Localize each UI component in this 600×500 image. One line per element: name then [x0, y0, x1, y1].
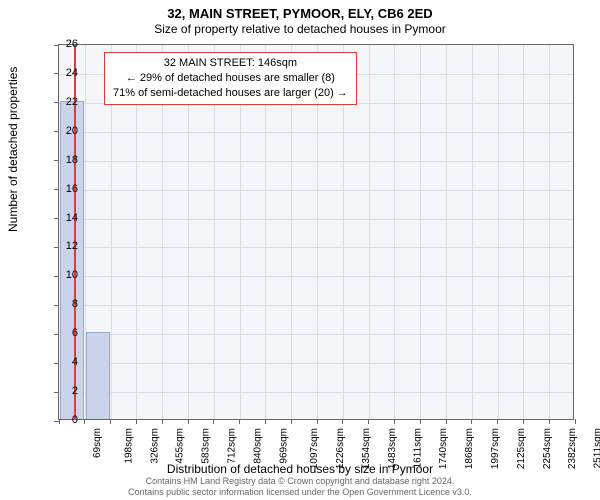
y-axis-label: Number of detached properties	[6, 67, 20, 232]
x-axis-label: Distribution of detached houses by size …	[0, 462, 600, 476]
gridline-v	[498, 45, 499, 419]
footnote-line-1: Contains HM Land Registry data © Crown c…	[0, 476, 600, 487]
footnote-line-2: Contains public sector information licen…	[0, 487, 600, 498]
xtick-label: 2254sqm	[542, 428, 553, 469]
xtick-label: 1868sqm	[464, 428, 475, 469]
gridline-v	[472, 45, 473, 419]
footnote-block: Contains HM Land Registry data © Crown c…	[0, 476, 600, 499]
xtick-label: 1997sqm	[490, 428, 501, 469]
gridline-v	[523, 45, 524, 419]
ytick-label: 8	[52, 298, 78, 310]
ytick-label: 16	[52, 183, 78, 195]
xtick-mark	[446, 419, 447, 424]
xtick-mark	[84, 419, 85, 424]
xtick-label: 2382sqm	[568, 428, 579, 469]
gridline-v	[420, 45, 421, 419]
annotation-line: 71% of semi-detached houses are larger (…	[113, 86, 348, 101]
annotation-line: 32 MAIN STREET: 146sqm	[113, 56, 348, 71]
xtick-label: 2511sqm	[593, 428, 600, 468]
xtick-mark	[188, 419, 189, 424]
chart-title: 32, MAIN STREET, PYMOOR, ELY, CB6 2ED	[0, 6, 600, 21]
annotation-line: ← 29% of detached houses are smaller (8)	[113, 71, 348, 86]
ytick-label: 6	[52, 327, 78, 339]
xtick-mark	[342, 419, 343, 424]
xtick-mark	[136, 419, 137, 424]
chart-wrap: 32 MAIN STREET: 146sqm← 29% of detached …	[58, 44, 574, 420]
xtick-mark	[523, 419, 524, 424]
xtick-mark	[317, 419, 318, 424]
xtick-mark	[213, 419, 214, 424]
xtick-label: 1354sqm	[361, 428, 372, 469]
plot-area: 32 MAIN STREET: 146sqm← 29% of detached …	[58, 44, 574, 420]
ytick-label: 2	[52, 385, 78, 397]
ytick-label: 18	[52, 154, 78, 166]
gridline-v	[549, 45, 550, 419]
xtick-label: 712sqm	[227, 428, 238, 464]
annotation-box: 32 MAIN STREET: 146sqm← 29% of detached …	[104, 52, 357, 105]
ytick-label: 4	[52, 356, 78, 368]
xtick-mark	[575, 419, 576, 424]
gridline-v	[369, 45, 370, 419]
xtick-label: 840sqm	[252, 428, 263, 464]
xtick-label: 1611sqm	[412, 428, 423, 468]
xtick-label: 1483sqm	[387, 428, 398, 469]
xtick-mark	[549, 419, 550, 424]
ytick-label: 22	[52, 96, 78, 108]
xtick-label: 1097sqm	[310, 428, 321, 469]
xtick-label: 198sqm	[123, 428, 134, 464]
ytick-label: 12	[52, 240, 78, 252]
histogram-bar	[86, 332, 110, 419]
xtick-mark	[162, 419, 163, 424]
xtick-mark	[291, 419, 292, 424]
ytick-label: 14	[52, 212, 78, 224]
ytick-label: 20	[52, 125, 78, 137]
xtick-label: 1226sqm	[335, 428, 346, 469]
xtick-label: 2125sqm	[516, 428, 527, 469]
xtick-mark	[394, 419, 395, 424]
xtick-label: 69sqm	[92, 428, 103, 458]
gridline-v	[446, 45, 447, 419]
xtick-mark	[420, 419, 421, 424]
chart-container: 32, MAIN STREET, PYMOOR, ELY, CB6 2ED Si…	[0, 0, 600, 500]
xtick-label: 583sqm	[201, 428, 212, 464]
xtick-mark	[110, 419, 111, 424]
xtick-label: 326sqm	[149, 428, 160, 464]
xtick-mark	[265, 419, 266, 424]
xtick-label: 969sqm	[278, 428, 289, 464]
ytick-label: 26	[52, 38, 78, 50]
ytick-label: 10	[52, 269, 78, 281]
xtick-mark	[497, 419, 498, 424]
xtick-label: 455sqm	[175, 428, 186, 464]
chart-subtitle: Size of property relative to detached ho…	[0, 22, 600, 36]
ytick-label: 24	[52, 67, 78, 79]
xtick-label: 1740sqm	[439, 428, 450, 469]
xtick-mark	[471, 419, 472, 424]
histogram-bar	[60, 101, 84, 419]
xtick-mark	[368, 419, 369, 424]
gridline-v	[394, 45, 395, 419]
xtick-mark	[239, 419, 240, 424]
ytick-label: 0	[52, 414, 78, 426]
title-block: 32, MAIN STREET, PYMOOR, ELY, CB6 2ED Si…	[0, 0, 600, 36]
